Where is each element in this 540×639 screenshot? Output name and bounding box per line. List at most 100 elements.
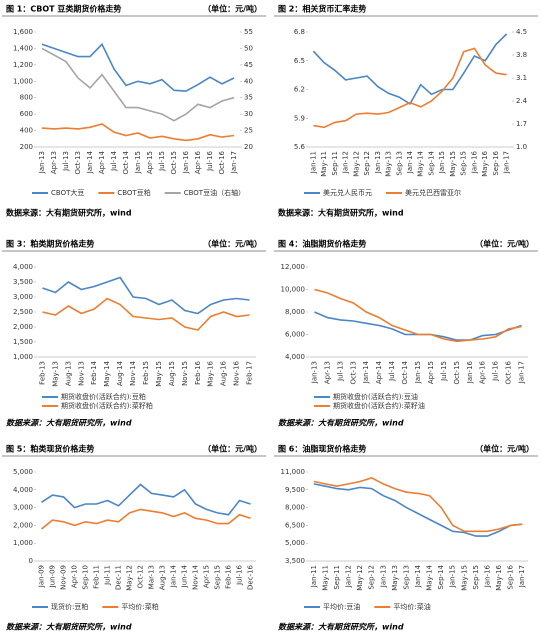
x-tick-label: Jan-14 — [170, 564, 178, 588]
x-tick-label: Nov-16 — [233, 360, 241, 385]
x-tick-label: Apr-13 — [323, 361, 331, 384]
x-tick-label: Oct-16 — [505, 360, 513, 384]
x-tick-label: Mar-13 — [148, 565, 156, 589]
x-tick-label: Apr-16 — [479, 360, 487, 384]
y-tick-label: 9,500 — [285, 486, 305, 494]
x-tick-label: Feb-11 — [93, 565, 101, 589]
x-tick-label: May-15 — [155, 361, 163, 387]
x-tick-label: May-11 — [320, 151, 328, 177]
legend-label: 平均价:菜油 — [393, 602, 430, 611]
series-line — [312, 33, 508, 106]
x-tick-label: Apr-13 — [50, 151, 58, 174]
x-tick-label: Apr-14 — [375, 360, 383, 384]
x-tick-label: Jan-13 — [38, 151, 46, 174]
x-tick-label: May-12 — [352, 151, 360, 177]
y2-tick-label: 3.8 — [516, 51, 527, 59]
x-tick-label: Aug-13 — [159, 565, 167, 590]
x-tick-label: Jan-14 — [362, 360, 370, 384]
legend-label: CBOT大豆 — [51, 188, 84, 197]
y-tick-label: 8,000 — [285, 308, 305, 316]
unit-label: （单位：元/吨） — [475, 444, 534, 454]
panel-title: 图 1：CBOT 豆类期货价格走势 — [6, 4, 121, 14]
x-tick-label: Feb-16 — [225, 564, 233, 588]
x-tick-label: Jul-16 — [206, 150, 214, 171]
source-note: 数据来源：大有期货研究所，wind — [278, 419, 404, 428]
x-tick-label: Sep-13 — [395, 151, 403, 176]
x-tick-label: Nov-14 — [192, 564, 200, 589]
x-tick-label: Jun-09 — [49, 565, 57, 588]
x-tick-label: Jan-17 — [518, 361, 526, 384]
y-tick-label: 1,600 — [13, 28, 33, 36]
x-tick-label: Jul-15 — [440, 361, 448, 382]
legend-label: 美元兑人民币元 — [323, 188, 372, 197]
unit-label: （单位：元/吨） — [203, 444, 262, 454]
x-tick-label: Apr-15 — [146, 151, 154, 174]
x-tick-label: Jan-16 — [466, 360, 474, 384]
x-tick-label: Sep-11 — [333, 565, 341, 590]
x-tick-label: Jan-14 — [406, 150, 414, 174]
x-tick-label: Jul-15 — [158, 151, 166, 172]
y-tick-label: 11,000 — [281, 468, 306, 476]
y2-tick-label: 1.0 — [516, 143, 527, 151]
y2-tick-label: 3.1 — [516, 74, 527, 82]
x-tick-label: Jul-14 — [110, 150, 118, 171]
y2-tick-label: 55 — [244, 28, 253, 36]
x-tick-label: Nov-14 — [129, 360, 137, 385]
x-tick-label: Jan-17 — [503, 151, 511, 174]
y-tick-label: 5,000 — [285, 539, 305, 547]
x-tick-label: Jan-16 — [182, 150, 190, 174]
legend-label: CBOT豆粕 — [117, 188, 150, 197]
y2-tick-label: 20 — [244, 143, 253, 151]
y-tick-label: 2,500 — [13, 308, 33, 316]
x-tick-label: Oct-16 — [218, 150, 226, 174]
series-line — [42, 276, 250, 315]
y-tick-label: 2,000 — [13, 521, 33, 529]
y-tick-label: 3,000 — [13, 293, 33, 301]
x-tick-label: Apr-16 — [194, 150, 202, 174]
series-line — [313, 47, 507, 129]
panel-title: 图 6：油脂现货价格走势 — [278, 444, 366, 454]
x-tick-label: Sep-14 — [437, 564, 445, 589]
series-line — [40, 508, 251, 530]
y-tick-label: 5.9 — [294, 114, 305, 122]
x-tick-label: Dec-11 — [115, 565, 123, 590]
y-tick-label: 1,400 — [13, 44, 33, 52]
unit-label: （单位：元/吨） — [203, 239, 262, 249]
x-tick-label: Jan-14 — [86, 150, 94, 174]
x-tick-label: Sep-13 — [402, 565, 410, 590]
x-tick-label: May-16 — [207, 360, 215, 386]
x-tick-label: Jul-13 — [336, 361, 344, 382]
x-tick-label: May-14 — [103, 360, 111, 386]
x-tick-label: May-13 — [391, 565, 399, 591]
y2-tick-label: 2.4 — [516, 97, 528, 105]
x-tick-label: Jan-12 — [342, 151, 350, 174]
panel-title: 图 4：油脂期货价格走势 — [278, 239, 366, 249]
source-note: 数据来源：大有期货研究所，wind — [6, 419, 132, 428]
y-tick-label: 3,500 — [285, 557, 305, 565]
x-tick-label: May-12 — [126, 565, 134, 591]
y-tick-label: 1,000 — [13, 77, 33, 85]
x-tick-label: Jul-13 — [62, 151, 70, 172]
y-tick-label: 10,000 — [281, 286, 306, 294]
legend-label: 现货价:豆粕 — [51, 602, 88, 611]
legend-label: 平均价:菜粕 — [121, 602, 158, 611]
x-tick-label: Oct-15 — [170, 151, 178, 175]
source-note: 数据来源：大有期货研究所，wind — [278, 623, 404, 632]
y2-tick-label: 30 — [244, 110, 253, 118]
legend-label: 期货收盘价(活跃合约):菜籽油 — [333, 401, 425, 410]
x-tick-label: Jun-14 — [181, 564, 189, 588]
x-tick-label: Jan-15 — [134, 151, 142, 174]
y-tick-label: 6,500 — [285, 521, 305, 529]
x-tick-label: Jan-17 — [518, 565, 526, 588]
x-tick-label: Apr-10 — [71, 565, 79, 588]
series-line — [42, 297, 250, 331]
legend-label: 期货收盘价(活跃合约):豆粕 — [61, 392, 146, 401]
x-tick-label: Sep-11 — [331, 151, 339, 176]
x-tick-label: May-16 — [495, 564, 503, 590]
legend-label: 平均价:豆油 — [323, 602, 360, 611]
x-tick-label: May-15 — [460, 565, 468, 591]
y-tick-label: 4,000 — [285, 353, 305, 361]
x-tick-label: Jan-16 — [483, 564, 491, 588]
x-tick-label: Jan-11 — [310, 565, 318, 588]
